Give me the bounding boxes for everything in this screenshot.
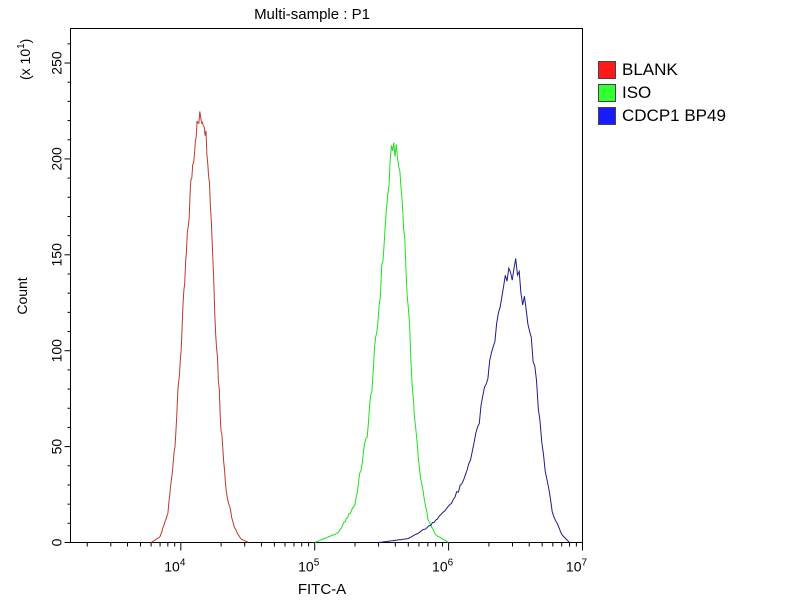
legend-label: ISO <box>622 82 652 102</box>
legend: BLANK ISO CDCP1 BP49 <box>598 58 726 127</box>
legend-swatch <box>598 106 616 125</box>
series-line-blank <box>150 111 249 543</box>
legend-item: ISO <box>598 81 726 104</box>
legend-item: BLANK <box>598 58 726 81</box>
y-tick-label: 0 <box>49 538 65 546</box>
legend-label: CDCP1 BP49 <box>622 105 726 125</box>
legend-item: CDCP1 BP49 <box>598 104 726 127</box>
plot-area-frame <box>70 28 583 543</box>
x-axis-label: FITC-A <box>298 581 346 598</box>
legend-swatch <box>598 83 616 102</box>
y-tick-label: 200 <box>49 147 65 171</box>
x-tick-label: 106 <box>432 558 454 575</box>
y-tick-label: 50 <box>49 439 65 455</box>
y-axis-label: Count <box>14 277 30 314</box>
y-tick-label: 250 <box>48 51 64 75</box>
chart-title: Multi-sample : P1 <box>254 6 370 23</box>
x-tick-label: 105 <box>298 558 320 575</box>
y-tick-label: 100 <box>49 339 65 363</box>
legend-label: BLANK <box>622 59 678 79</box>
x-tick-label: 107 <box>566 558 588 575</box>
series-line-iso <box>314 142 449 543</box>
x-tick-label: 104 <box>164 558 186 575</box>
histogram-series <box>150 111 570 543</box>
y-tick-label: 150 <box>49 243 65 267</box>
y-multiplier-label: (x 101) <box>16 39 33 80</box>
series-line-cdcp1-bp49 <box>378 258 570 543</box>
x-axis-ticks: 104 105 106 107 <box>86 542 588 575</box>
legend-swatch <box>598 60 616 79</box>
y-axis-ticks: 0 50 100 150 200 250 <box>48 43 71 546</box>
